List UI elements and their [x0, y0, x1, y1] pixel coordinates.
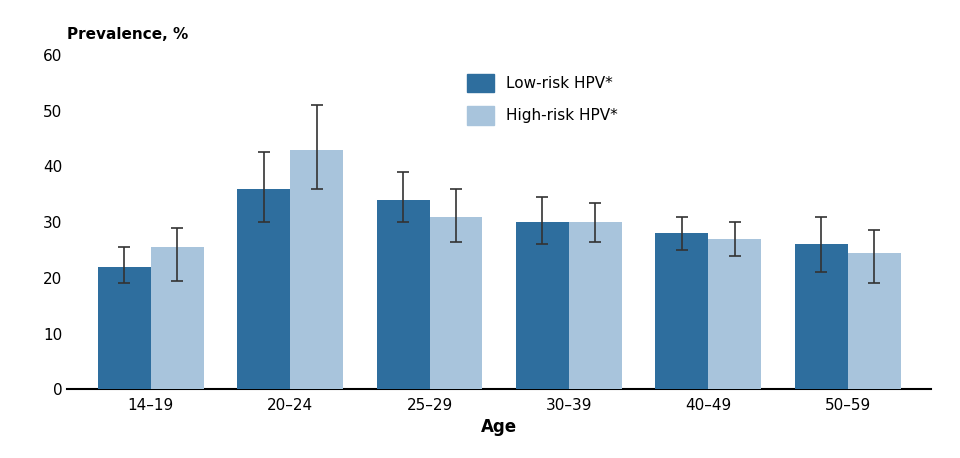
Bar [98, 267, 151, 389]
Text: Prevalence, %: Prevalence, % [67, 27, 188, 42]
Bar [290, 150, 343, 389]
X-axis label: Age: Age [481, 418, 517, 436]
Bar [237, 189, 290, 389]
Bar [151, 247, 204, 389]
Legend: Low-risk HPV*, High-risk HPV*: Low-risk HPV*, High-risk HPV* [459, 66, 626, 132]
Bar [848, 253, 900, 389]
Bar [376, 200, 429, 389]
Bar [795, 245, 848, 389]
Bar [569, 222, 622, 389]
Bar [516, 222, 569, 389]
Bar [708, 239, 761, 389]
Bar [429, 217, 483, 389]
Bar [656, 233, 708, 389]
